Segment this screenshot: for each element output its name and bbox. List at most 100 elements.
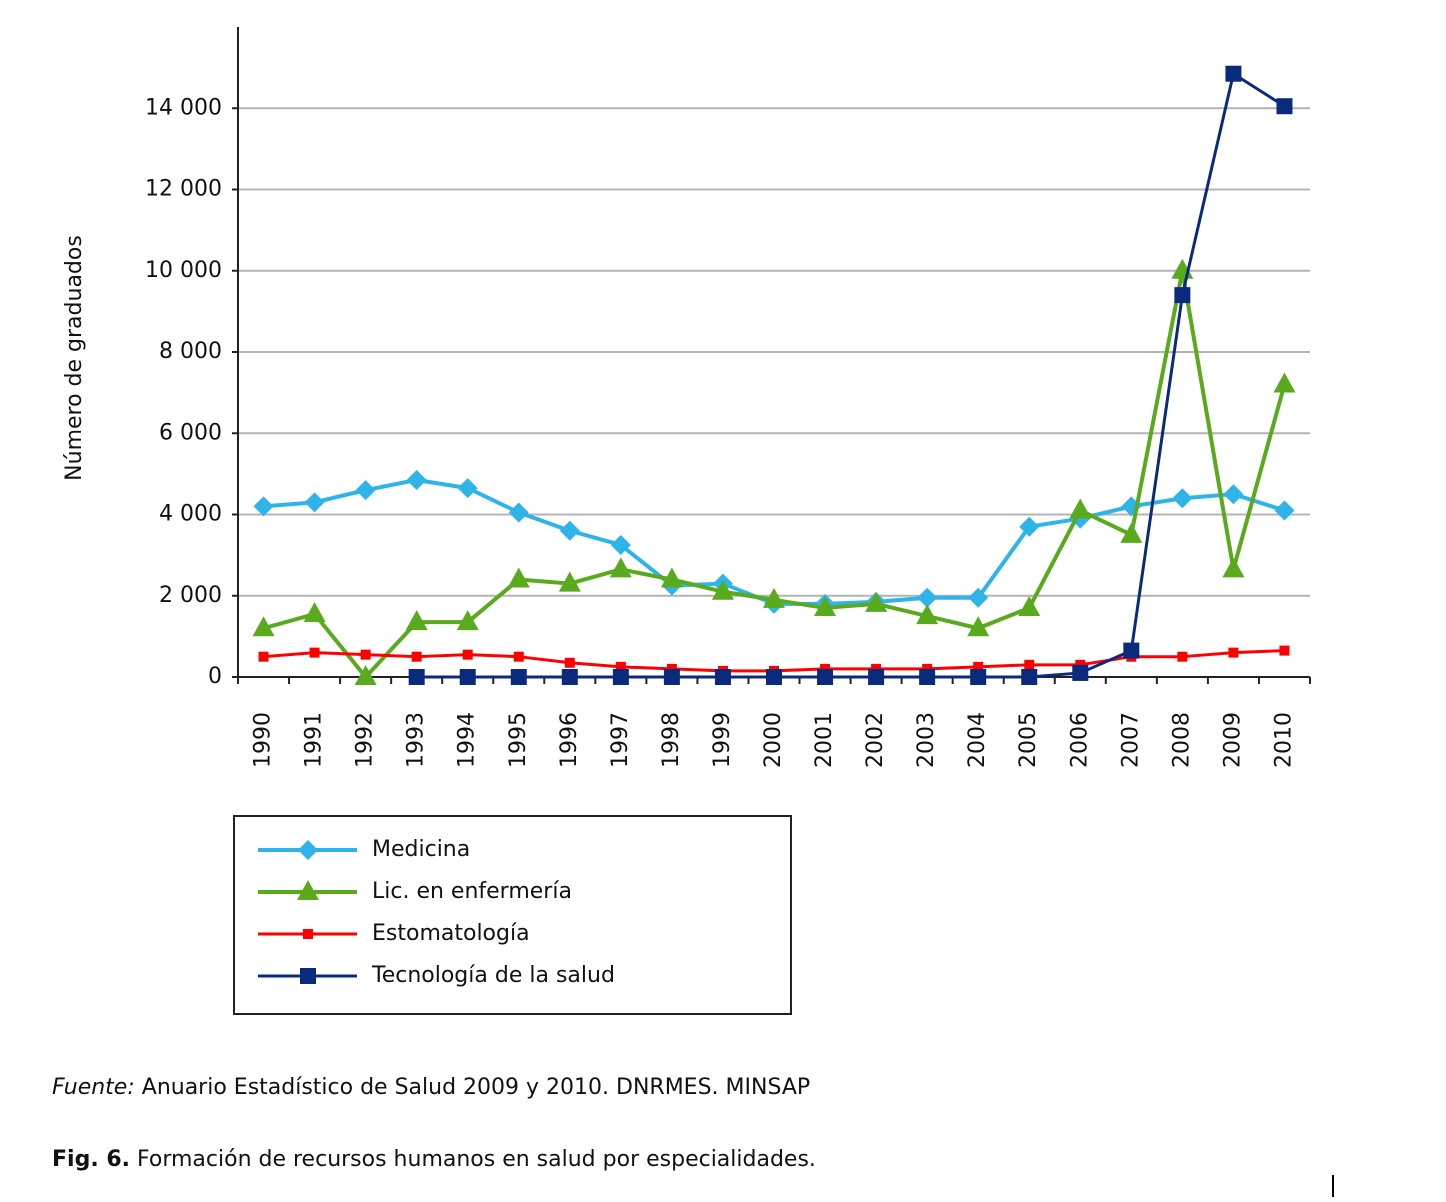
marker: [663, 669, 680, 685]
x-tick-label: 2010: [1271, 712, 1296, 768]
x-tick-label: 1996: [557, 712, 582, 768]
caption-label: Fig. 6.: [52, 1147, 130, 1172]
x-tick-label: 1995: [506, 712, 531, 768]
marker: [462, 649, 473, 660]
y-tick-label: 0: [208, 664, 222, 689]
marker: [1172, 488, 1193, 509]
legend-label: Medicina: [372, 837, 470, 862]
marker: [411, 651, 422, 662]
marker: [355, 480, 376, 501]
marker: [304, 492, 325, 513]
marker: [558, 571, 581, 592]
source-label: Fuente:: [52, 1075, 135, 1100]
marker: [459, 669, 476, 685]
marker: [1276, 98, 1293, 115]
marker: [612, 669, 629, 685]
marker: [408, 669, 425, 685]
x-tick-label: 2008: [1169, 712, 1194, 768]
legend-label: Lic. en enfermería: [372, 879, 572, 904]
marker: [1021, 669, 1038, 685]
marker: [666, 663, 677, 674]
marker: [922, 663, 933, 674]
x-tick-label: 1993: [404, 712, 429, 768]
x-tick-label: 1998: [659, 712, 684, 768]
marker: [1018, 595, 1041, 616]
marker: [303, 602, 326, 623]
x-tick-label: 2005: [1016, 712, 1041, 768]
marker: [1123, 642, 1140, 659]
marker: [1072, 664, 1089, 681]
x-tick-label: 1992: [353, 712, 378, 768]
marker: [1225, 65, 1242, 82]
x-tick-label: 2007: [1118, 712, 1143, 768]
x-tick-label: 2003: [914, 712, 939, 768]
marker: [916, 604, 939, 625]
marker: [508, 502, 529, 523]
legend-label: Tecnología de la salud: [371, 963, 615, 988]
marker: [1174, 287, 1191, 304]
marker: [1228, 647, 1239, 658]
marker: [354, 665, 377, 685]
marker: [297, 880, 319, 900]
marker: [1019, 516, 1040, 537]
marker: [919, 669, 936, 685]
y-axis-label: Número de graduados: [62, 235, 87, 481]
marker: [868, 669, 885, 685]
marker: [871, 663, 882, 674]
marker: [303, 929, 313, 939]
source-text: Anuario Estadístico de Salud 2009 y 2010…: [142, 1075, 810, 1100]
y-tick-label: 6 000: [159, 420, 222, 445]
series-line: [416, 72, 1286, 679]
x-tick-label: 1994: [455, 712, 480, 768]
y-tick-label: 10 000: [145, 258, 222, 283]
marker: [300, 968, 316, 984]
marker: [405, 610, 428, 631]
marker: [1024, 659, 1035, 670]
marker: [973, 661, 984, 672]
marker: [615, 661, 626, 672]
y-tick-label: 2 000: [159, 583, 222, 608]
marker: [559, 520, 580, 541]
marker: [865, 591, 888, 612]
marker: [564, 657, 575, 668]
marker: [1222, 557, 1245, 578]
marker: [252, 616, 275, 637]
x-tick-label: 1991: [302, 712, 327, 768]
marker: [814, 595, 837, 616]
x-tick-label: 2000: [761, 712, 786, 768]
marker: [1075, 659, 1086, 670]
marker: [1274, 500, 1295, 521]
x-tick-label: 2006: [1067, 712, 1092, 768]
marker: [660, 567, 683, 588]
marker: [763, 587, 785, 608]
marker: [1120, 522, 1143, 543]
marker: [1273, 372, 1296, 393]
caption-text: Formación de recursos humanos en salud p…: [137, 1147, 816, 1172]
marker: [561, 669, 578, 685]
caption: Fig. 6. Formación de recursos humanos en…: [52, 1147, 816, 1172]
marker: [1177, 651, 1188, 662]
y-tick-label: 14 000: [145, 95, 222, 120]
source: Fuente: Anuario Estadístico de Salud 200…: [52, 1075, 810, 1100]
marker: [970, 669, 987, 685]
marker: [510, 669, 527, 685]
x-tick-label: 1990: [251, 712, 276, 768]
y-tick-label: 8 000: [159, 339, 222, 364]
y-tick-label: 12 000: [145, 177, 222, 202]
marker: [610, 534, 631, 555]
marker: [360, 649, 371, 660]
marker: [711, 579, 734, 600]
marker: [456, 610, 479, 631]
marker: [1223, 484, 1244, 505]
marker: [1069, 498, 1092, 519]
x-tick-label: 2001: [812, 712, 837, 768]
marker: [406, 469, 427, 490]
marker: [1279, 645, 1290, 656]
y-tick-label: 4 000: [159, 502, 222, 527]
legend-label: Estomatología: [372, 921, 530, 946]
marker: [258, 651, 269, 662]
marker: [507, 567, 530, 588]
x-tick-label: 2002: [863, 712, 888, 768]
marker: [298, 840, 318, 860]
